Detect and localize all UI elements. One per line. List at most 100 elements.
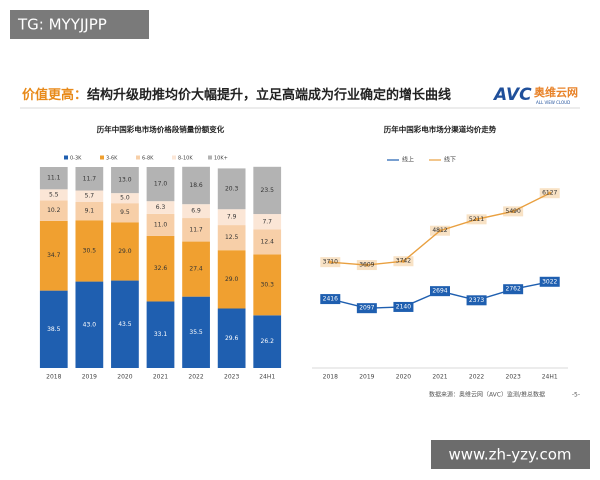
logo-sub: ALL VIEW CLOUD xyxy=(536,100,570,105)
bar-segment xyxy=(39,167,68,190)
chart-title: 历年中国彩电市场价格段销量份额变化 xyxy=(97,124,225,134)
logo-name: 奥维云网 xyxy=(533,85,578,99)
value-label: 5.5 xyxy=(49,191,59,198)
logo-mark: AVC xyxy=(492,85,532,105)
x-tick-label: 2018 xyxy=(323,374,338,381)
x-tick-label: 24H1 xyxy=(542,374,558,381)
legend-swatch xyxy=(100,155,104,160)
value-label: 2762 xyxy=(506,286,521,293)
bar-segment xyxy=(39,189,68,201)
legend-swatch xyxy=(136,155,140,160)
legend-swatch xyxy=(64,155,68,160)
value-label: 2373 xyxy=(469,297,484,304)
value-label: 20.3 xyxy=(225,185,239,192)
bar-segment xyxy=(111,280,139,368)
bar-segment xyxy=(146,201,175,214)
value-label: 32.6 xyxy=(154,265,168,272)
header-title: 结构升级助推均价大幅提升，立足高端成为行业确定的增长曲线 xyxy=(87,87,451,103)
bar-segment xyxy=(111,203,139,223)
label-box xyxy=(539,276,560,287)
bar-segment xyxy=(182,166,210,205)
badge: TG: MYYJJPP xyxy=(17,16,107,34)
label-box xyxy=(430,286,450,297)
bar-segment xyxy=(146,167,175,202)
page-number: -5- xyxy=(572,392,580,399)
value-label: 6127 xyxy=(542,190,557,197)
x-tick-label: 2019 xyxy=(82,374,97,381)
x-tick-label: 2023 xyxy=(506,374,521,381)
x-tick-label: 2022 xyxy=(188,374,203,381)
label-box xyxy=(466,214,487,225)
label-box xyxy=(466,295,487,306)
legend-swatch xyxy=(172,155,176,160)
value-label: 11.7 xyxy=(189,226,203,233)
bar-segment xyxy=(182,241,210,297)
bar-segment xyxy=(182,296,210,368)
value-label: 7.7 xyxy=(262,218,272,225)
value-label: 5490 xyxy=(506,208,521,215)
label-box xyxy=(539,188,560,199)
point xyxy=(328,260,332,264)
bar-segment xyxy=(39,200,68,221)
value-label: 10.2 xyxy=(47,207,61,214)
value-label: 3022 xyxy=(542,278,557,285)
label-box xyxy=(356,303,377,314)
value-label: 35.5 xyxy=(189,329,203,336)
bar-segment xyxy=(182,218,210,242)
value-label: 2694 xyxy=(432,288,447,295)
label-box xyxy=(393,256,414,267)
point xyxy=(511,209,515,213)
bar-segment xyxy=(75,220,104,282)
bar-segment xyxy=(217,209,246,226)
legend-label: 线下 xyxy=(444,156,456,164)
bar-segment xyxy=(146,235,175,302)
value-label: 18.6 xyxy=(189,182,203,189)
value-label: 3609 xyxy=(359,262,374,269)
value-label: 23.5 xyxy=(261,187,275,194)
bar-segment xyxy=(75,281,104,368)
legend-label: 线上 xyxy=(402,156,414,164)
value-label: 30.5 xyxy=(83,247,97,254)
bar-segment xyxy=(217,168,246,210)
x-tick-label: 2020 xyxy=(396,374,411,381)
value-label: 7.9 xyxy=(227,214,237,221)
header: 价值更高：结构升级助推均价大幅提升，立足高端成为行业确定的增长曲线 xyxy=(22,87,451,103)
value-label: 12.5 xyxy=(225,234,239,241)
x-tick-label: 2021 xyxy=(153,374,168,381)
x-tick-label: 2021 xyxy=(432,374,447,381)
value-label: 12.4 xyxy=(261,238,275,245)
label-box xyxy=(356,260,377,271)
value-label: 11.1 xyxy=(47,175,61,182)
point xyxy=(438,229,442,233)
value-label: 43.5 xyxy=(118,321,132,328)
value-label: 3742 xyxy=(396,258,411,265)
value-label: 13.0 xyxy=(118,177,132,184)
value-label: 11.7 xyxy=(83,175,97,182)
x-tick-label: 2023 xyxy=(224,374,239,381)
header-highlight: 价值更高： xyxy=(22,87,87,103)
point xyxy=(474,217,479,221)
point xyxy=(548,191,552,195)
value-label: 29.0 xyxy=(118,248,132,255)
bar-segment xyxy=(253,214,282,230)
bar-segment xyxy=(75,201,104,221)
value-label: 9.5 xyxy=(120,209,130,216)
bar-segment xyxy=(39,220,68,291)
value-label: 6.3 xyxy=(156,204,166,211)
bar-segment xyxy=(253,254,282,316)
legend-label: 10K+ xyxy=(214,156,228,162)
value-label: 9.1 xyxy=(85,208,95,215)
legend-label: 0-3K xyxy=(70,156,82,162)
x-tick-label: 2020 xyxy=(117,374,132,381)
x-tick-label: 2019 xyxy=(359,374,374,381)
bar-segment xyxy=(75,167,104,191)
value-label: 30.3 xyxy=(261,281,275,288)
bar-segment xyxy=(253,315,282,368)
bar-segment xyxy=(111,167,139,194)
label-box xyxy=(503,284,524,295)
value-label: 6.9 xyxy=(191,208,201,215)
value-label: 5.7 xyxy=(85,193,95,200)
value-label: 29.6 xyxy=(225,335,239,342)
